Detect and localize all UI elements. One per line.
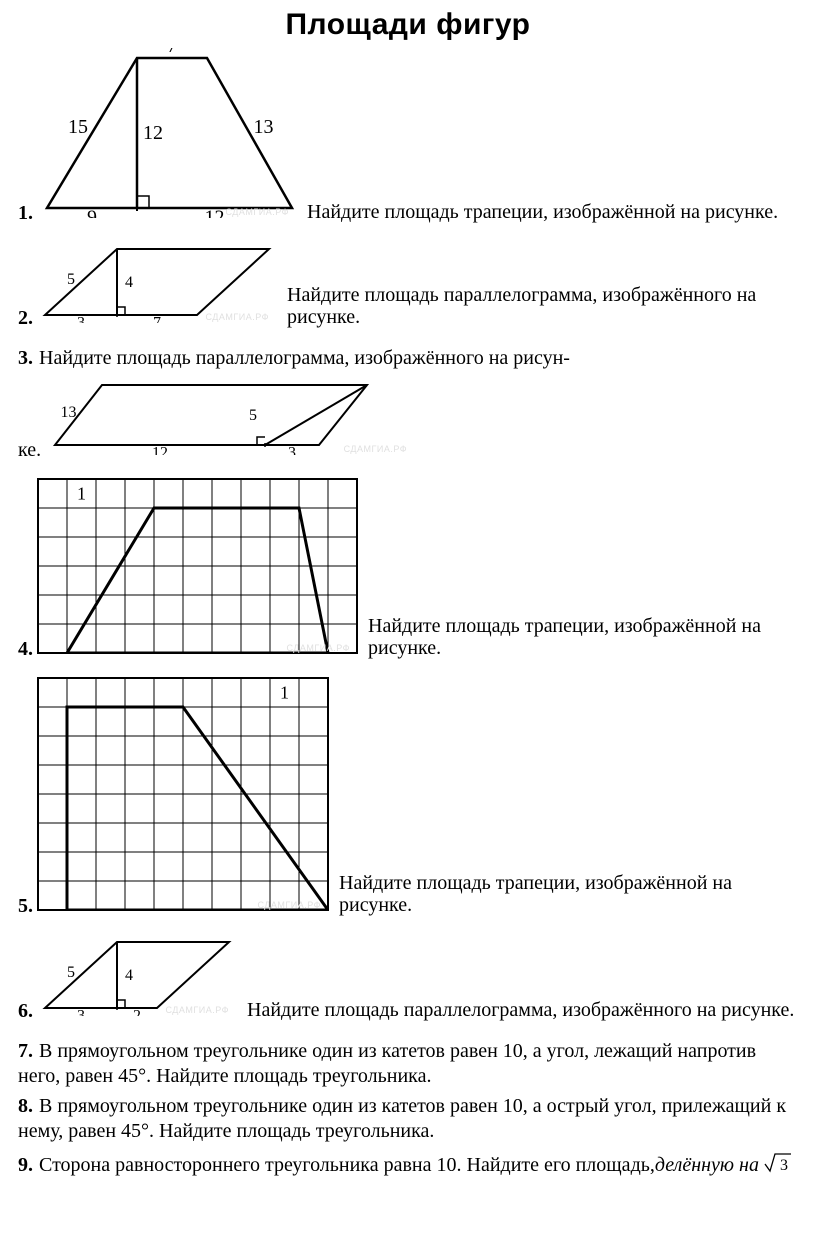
svg-text:3: 3 [77, 314, 85, 323]
problem-2-text: Найдите площадь параллелограмма, изображ… [287, 284, 798, 328]
problem-5-figure: 1 СДАМГИА.РФ [37, 677, 329, 916]
problem-5: 5. 1 СДАМГИА.РФ Найдите площадь трапеции… [18, 677, 798, 916]
svg-text:12: 12 [143, 122, 163, 144]
problem-6-number: 6. [18, 1001, 33, 1021]
problem-8-text: В прямоугольном треугольнике один из кат… [18, 1095, 786, 1142]
problem-8-number: 8. [18, 1095, 33, 1117]
problem-9-text-italic: делённую на [655, 1153, 759, 1178]
svg-text:5: 5 [67, 271, 75, 288]
problem-5-text: Найдите площадь трапеции, изображённой н… [339, 872, 798, 916]
svg-text:13: 13 [254, 116, 274, 138]
svg-text:5: 5 [67, 964, 75, 981]
grid-trapezoid-figure: 1 [37, 677, 329, 911]
svg-text:4: 4 [125, 274, 133, 291]
problem-1-figure: 7151213912 СДАМГИА.РФ [37, 48, 297, 223]
svg-text:1: 1 [77, 483, 86, 503]
problem-3: 3. Найдите площадь параллелограмма, изобр… [18, 346, 798, 371]
problem-2: 2. 5437 СДАМГИА.РФ Найдите площадь парал… [18, 241, 798, 328]
problem-7: 7.В прямоугольном треугольнике один из к… [18, 1039, 798, 1089]
svg-text:3: 3 [288, 444, 296, 455]
problem-4: 4. 1 СДАМГИА.РФ Найдите площадь трапеции… [18, 478, 798, 659]
problem-3-text-before: Найдите площадь параллелограмма, изображ… [39, 347, 570, 369]
problem-2-figure: 5437 СДАМГИА.РФ [37, 241, 277, 328]
problem-6-text: Найдите площадь параллелограмма, изображ… [247, 999, 794, 1021]
problem-9-number: 9. [18, 1155, 33, 1175]
svg-text:9: 9 [87, 207, 97, 218]
svg-text:2: 2 [133, 1007, 141, 1016]
problem-1: 1. 7151213912 СДАМГИА.РФ Найдите площадь… [18, 48, 798, 223]
problem-4-number: 4. [18, 639, 33, 659]
problem-3-number: 3. [18, 347, 33, 369]
svg-text:1: 1 [280, 682, 289, 702]
problem-9-text-plain: Сторона равностороннего треугольника рав… [39, 1153, 655, 1178]
problem-3-text-after: ке. [18, 440, 41, 460]
svg-text:7: 7 [153, 314, 161, 323]
problem-1-number: 1. [18, 203, 33, 223]
problem-3-figure: 135123 СДАМГИА.РФ [47, 377, 447, 460]
svg-text:13: 13 [61, 404, 77, 421]
problem-4-text: Найдите площадь трапеции, изображённой н… [368, 615, 798, 659]
svg-text:12: 12 [205, 207, 225, 218]
problem-6-figure: 5432 СДАМГИА.РФ [37, 934, 237, 1021]
grid-trapezoid-figure: 1 [37, 478, 358, 654]
sqrt-icon: 3 [763, 1150, 793, 1181]
sqrt-radicand: 3 [780, 1157, 788, 1174]
problem-4-figure: 1 СДАМГИА.РФ [37, 478, 358, 659]
problem-8: 8.В прямоугольном треугольнике один из к… [18, 1094, 798, 1144]
problem-9: 9. Сторона равностороннего треугольника … [18, 1150, 798, 1181]
svg-text:12: 12 [152, 444, 168, 455]
page-title: Площади фигур [18, 8, 798, 42]
problem-1-text: Найдите площадь трапеции, изображённой н… [307, 201, 778, 223]
problem-7-number: 7. [18, 1040, 33, 1062]
svg-text:5: 5 [249, 407, 257, 424]
problem-7-text: В прямоугольном треугольнике один из кат… [18, 1040, 756, 1087]
svg-text:3: 3 [77, 1007, 85, 1016]
svg-text:15: 15 [68, 116, 88, 138]
problem-5-number: 5. [18, 896, 33, 916]
svg-text:7: 7 [167, 48, 177, 57]
svg-text:4: 4 [125, 967, 133, 984]
parallelogram-figure: 13 5 12 3 [47, 377, 447, 455]
trapezoid-figure: 7 15 12 13 9 12 [37, 48, 297, 218]
problem-6: 6. 5432 СДАМГИА.РФ Найдите площадь парал… [18, 934, 798, 1021]
parallelogram-figure: 5 4 3 7 [37, 241, 277, 323]
problem-2-number: 2. [18, 308, 33, 328]
problem-3-figure-row: ке. 135123 СДАМГИА.РФ [18, 377, 798, 460]
parallelogram-figure: 5 4 3 2 [37, 934, 237, 1016]
